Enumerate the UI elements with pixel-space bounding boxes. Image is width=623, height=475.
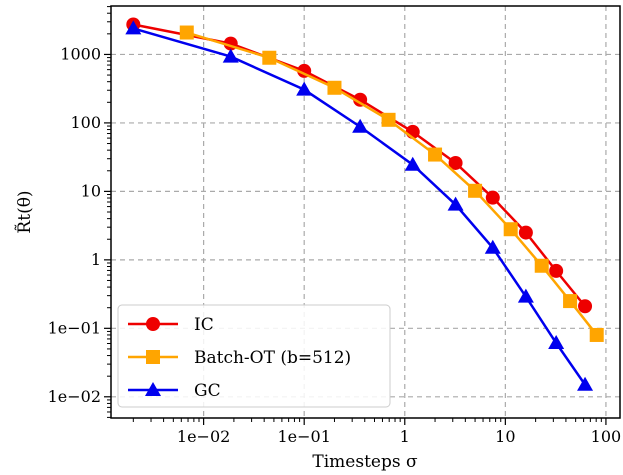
x-tick-label: 1: [400, 427, 410, 446]
legend-marker: [146, 350, 160, 364]
data-point: [589, 327, 604, 342]
x-tick-label: 100: [591, 427, 622, 446]
legend-label: Batch-OT (b=512): [194, 348, 351, 368]
legend-marker: [146, 317, 160, 331]
data-point: [518, 225, 533, 240]
series-layer: [125, 17, 604, 391]
data-point: [352, 118, 369, 133]
y-axis-label: R̃t(θ): [15, 190, 35, 233]
ticks: 1e−02 1e−01 1 10 100 1000 100 10 1 1e−01 1e−02: [48, 6, 622, 446]
data-point: [262, 50, 277, 65]
data-point: [549, 263, 564, 278]
y-tick-label: 10: [81, 181, 101, 200]
data-point: [222, 48, 239, 63]
data-point: [563, 294, 578, 309]
data-point: [125, 20, 142, 35]
series-line-1: [186, 31, 598, 336]
y-tick-label: 1000: [60, 44, 101, 63]
y-tick-label: 1e−02: [48, 387, 101, 406]
data-point: [353, 92, 368, 107]
data-point: [485, 190, 500, 205]
x-axis-label: Timesteps σ: [312, 452, 418, 472]
data-point: [404, 156, 421, 171]
x-tick-label: 1e−01: [277, 427, 330, 446]
data-point: [179, 25, 194, 40]
y-tick-label: 1: [91, 250, 101, 269]
data-point: [534, 258, 549, 273]
data-point: [517, 288, 534, 303]
data-point: [484, 239, 501, 254]
data-point: [447, 196, 464, 211]
data-point: [503, 222, 518, 237]
data-point: [448, 155, 463, 170]
y-tick-label: 100: [70, 113, 101, 132]
data-point: [578, 299, 593, 314]
legend: IC Batch-OT (b=512) GC: [117, 304, 391, 408]
series-line-0: [133, 23, 587, 308]
data-point: [548, 335, 565, 350]
legend-box: [117, 304, 391, 408]
data-point: [577, 376, 594, 391]
data-point: [381, 112, 396, 127]
legend-label: IC: [194, 315, 214, 335]
series-line-2: [132, 27, 587, 386]
data-point: [428, 147, 443, 162]
legend-label: GC: [194, 381, 221, 401]
data-point: [296, 81, 313, 96]
legend-marker: [145, 382, 161, 396]
data-point: [327, 80, 342, 95]
x-tick-label: 1e−02: [177, 427, 230, 446]
x-tick-label: 10: [495, 427, 515, 446]
y-tick-label: 1e−01: [48, 318, 101, 337]
data-point: [468, 183, 483, 198]
